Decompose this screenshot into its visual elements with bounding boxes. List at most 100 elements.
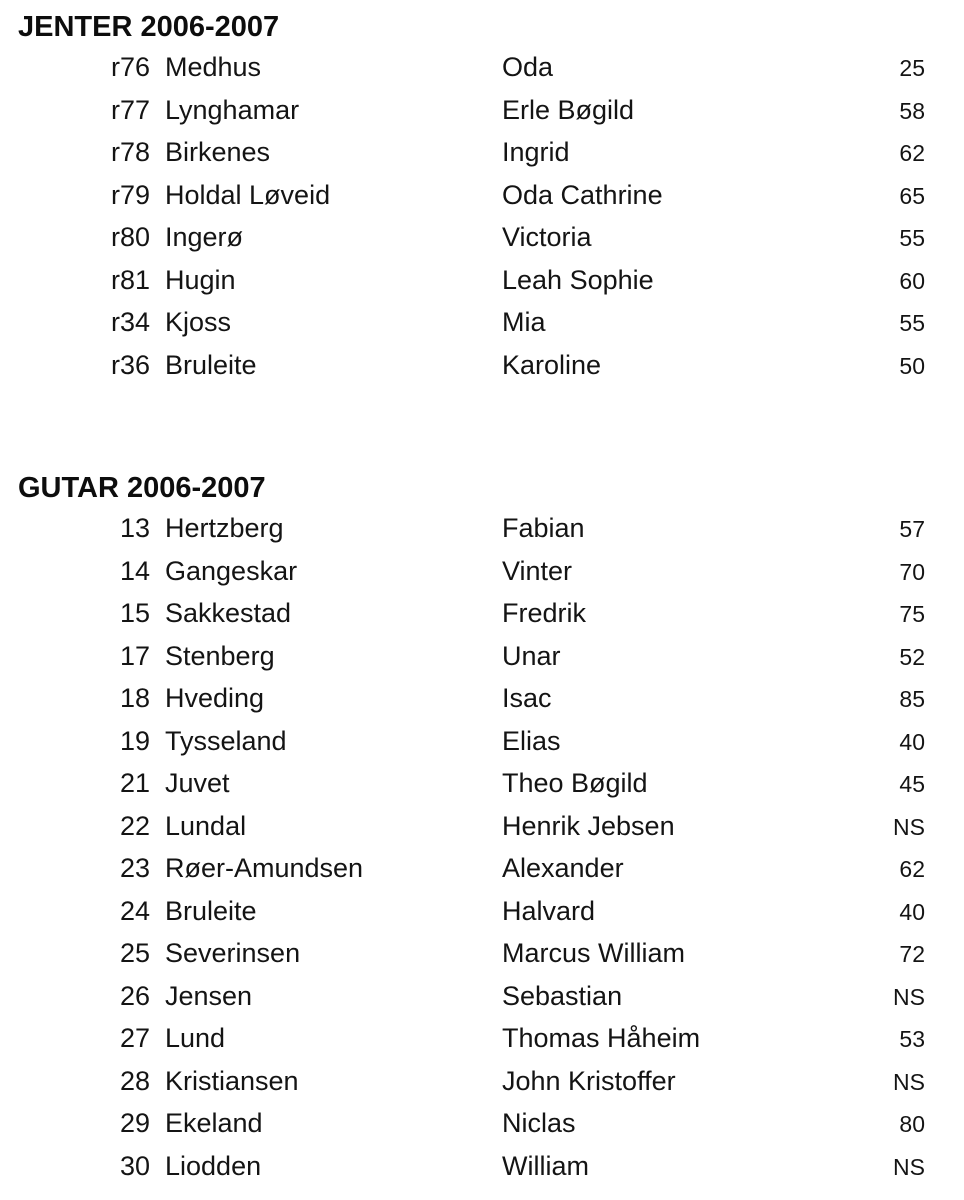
first-name: Isac [502,683,552,713]
score: 52 [899,643,925,670]
first-name: Victoria [502,222,592,252]
last-name: Røer-Amundsen [165,853,364,883]
first-name: Marcus William [502,938,686,968]
score: 50 [899,352,925,379]
last-name: Kjoss [165,307,232,337]
bib-number: r80 [110,222,150,252]
section-gutar: GUTAR 2006-2007 13 Hertzberg Fabian 57 1… [0,471,964,1188]
first-name: Erle Bøgild [502,94,635,125]
bib-number: r81 [110,264,150,295]
last-name: Liodden [165,1150,262,1181]
bib-number: r78 [110,137,150,167]
last-name: Ekeland [165,1108,263,1138]
last-name: Medhus [165,52,262,82]
bib-number: r79 [110,179,150,210]
table-row: r81 Hugin Leah Sophie 60 [0,260,964,303]
table-row: 29 Ekeland Niclas 80 [0,1103,964,1146]
last-name: Juvet [165,768,230,798]
table-row: 15 Sakkestad Fredrik 75 [0,593,964,636]
table-row: r79 Holdal Løveid Oda Cathrine 65 [0,175,964,218]
table-row: 19 Tysseland Elias 40 [0,721,964,764]
score: 40 [899,898,925,925]
section-jenter: JENTER 2006-2007 r76 Medhus Oda 25 r77 L… [0,10,964,387]
table-row: 25 Severinsen Marcus William 72 [0,933,964,976]
last-name: Stenberg [165,640,275,671]
score: 57 [899,516,925,542]
bib-number: 25 [119,938,150,968]
bib-number: r77 [110,94,150,125]
first-name: Theo Bøgild [502,768,648,798]
score: NS [893,983,925,1010]
first-name: Thomas Håheim [502,1023,701,1053]
score: 80 [899,1111,925,1137]
first-name: Leah Sophie [502,264,654,295]
table-row: 26 Jensen Sebastian NS [0,976,964,1019]
table-row: r76 Medhus Oda 25 [0,47,964,90]
bib-number: 26 [119,980,150,1011]
first-name: Halvard [502,895,596,926]
last-name: Holdal Løveid [165,179,331,210]
first-name: Henrik Jebsen [502,810,675,841]
score: 85 [899,686,925,712]
table-row: r36 Bruleite Karoline 50 [0,345,964,388]
last-name: Lundal [165,810,247,841]
table-row: 30 Liodden William NS [0,1146,964,1189]
score: 62 [899,856,925,882]
score: 55 [899,225,925,251]
bib-number: 19 [119,725,150,756]
bib-number: 21 [119,768,150,798]
last-name: Sakkestad [165,598,292,628]
table-row: 23 Røer-Amundsen Alexander 62 [0,848,964,891]
table-row: 13 Hertzberg Fabian 57 [0,508,964,551]
first-name: Elias [502,725,561,756]
score: 40 [899,728,925,755]
score: 65 [899,182,925,209]
first-name: Karoline [502,349,602,380]
first-name: Fabian [502,513,585,543]
first-name: Oda Cathrine [502,179,663,210]
bib-number: r36 [110,349,150,380]
last-name: Kristiansen [165,1065,299,1096]
table-row: 28 Kristiansen John Kristoffer NS [0,1061,964,1104]
table-row: 14 Gangeskar Vinter 70 [0,551,964,594]
table-row: r78 Birkenes Ingrid 62 [0,132,964,175]
last-name: Hugin [165,264,236,295]
last-name: Ingerø [165,222,244,252]
last-name: Birkenes [165,137,271,167]
bib-number: 27 [119,1023,150,1053]
first-name: Mia [502,307,546,337]
first-name: John Kristoffer [502,1065,676,1096]
score: 45 [899,771,925,797]
last-name: Tysseland [165,725,287,756]
score: NS [893,813,925,840]
bib-number: r76 [110,52,150,82]
first-name: Oda [502,52,554,82]
bib-number: 23 [119,853,150,883]
bib-number: 30 [119,1150,150,1181]
score: 55 [899,310,925,336]
bib-number: 13 [119,513,150,543]
first-name: William [502,1150,589,1181]
bib-number: r34 [110,307,150,337]
first-name: Vinter [502,555,573,586]
last-name: Hveding [165,683,265,713]
last-name: Hertzberg [165,513,284,543]
bib-number: 15 [119,598,150,628]
last-name: Jensen [165,980,253,1011]
bib-number: 28 [119,1065,150,1096]
bib-number: 29 [119,1108,150,1138]
gutar-rows: 13 Hertzberg Fabian 57 14 Gangeskar Vint… [0,508,964,1188]
last-name: Gangeskar [165,555,298,586]
last-name: Lynghamar [165,94,300,125]
table-row: r80 Ingerø Victoria 55 [0,217,964,260]
jenter-rows: r76 Medhus Oda 25 r77 Lynghamar Erle Bøg… [0,47,964,387]
section-title-gutar: GUTAR 2006-2007 [18,472,266,504]
first-name: Sebastian [502,980,623,1011]
last-name: Bruleite [165,349,257,380]
bib-number: 18 [119,683,150,713]
score: 60 [899,267,925,294]
score: NS [893,1068,925,1095]
last-name: Severinsen [165,938,301,968]
table-row: 18 Hveding Isac 85 [0,678,964,721]
table-row: 27 Lund Thomas Håheim 53 [0,1018,964,1061]
